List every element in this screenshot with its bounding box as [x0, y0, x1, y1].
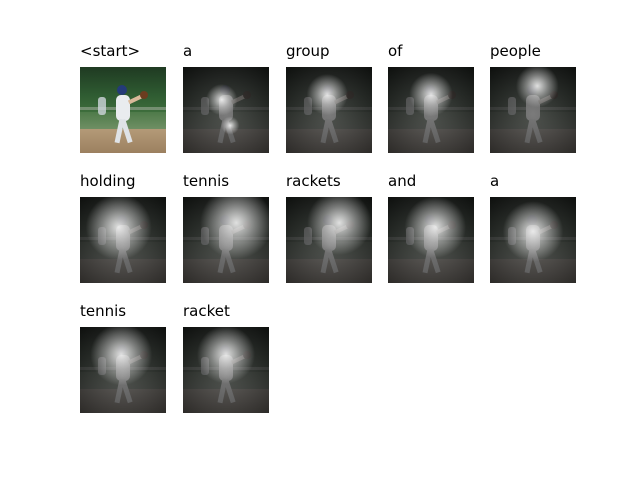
caption-word: <start> — [80, 42, 141, 60]
attention-heatmap — [183, 197, 269, 283]
photo-scene — [80, 67, 166, 153]
attention-overlay — [80, 327, 166, 413]
attention-heatmap — [80, 327, 166, 413]
caption-word: and — [388, 172, 417, 190]
attention-heatmap — [490, 197, 576, 283]
caption-word: tennis — [183, 172, 230, 190]
attention-heatmap — [388, 197, 474, 283]
attention-heatmap — [286, 197, 372, 283]
caption-word: people — [490, 42, 541, 60]
attention-heatmap — [183, 327, 269, 413]
player-uniform — [116, 95, 130, 121]
caption-word: racket — [183, 302, 230, 320]
caption-word: tennis — [80, 302, 127, 320]
caption-word: a — [183, 42, 193, 60]
attention-overlay — [286, 67, 372, 153]
attention-heatmap — [490, 67, 576, 153]
attention-overlay — [388, 67, 474, 153]
caption-word: a — [490, 172, 500, 190]
caption-word: holding — [80, 172, 136, 190]
glove — [140, 91, 148, 99]
caption-word: rackets — [286, 172, 341, 190]
attention-overlay — [183, 327, 269, 413]
attention-heatmap — [388, 67, 474, 153]
caption-word: group — [286, 42, 330, 60]
attention-overlay — [388, 197, 474, 283]
original-image — [80, 67, 166, 153]
attention-overlay — [80, 197, 166, 283]
attention-overlay — [183, 197, 269, 283]
attention-overlay — [286, 197, 372, 283]
attention-overlay — [490, 67, 576, 153]
attention-heatmap — [286, 67, 372, 153]
caption-word: of — [388, 42, 403, 60]
attention-overlay — [490, 197, 576, 283]
background-player — [98, 97, 106, 115]
attention-heatmap — [183, 67, 269, 153]
player-helmet — [117, 85, 127, 95]
attention-heatmap — [80, 197, 166, 283]
attention-overlay — [183, 67, 269, 153]
